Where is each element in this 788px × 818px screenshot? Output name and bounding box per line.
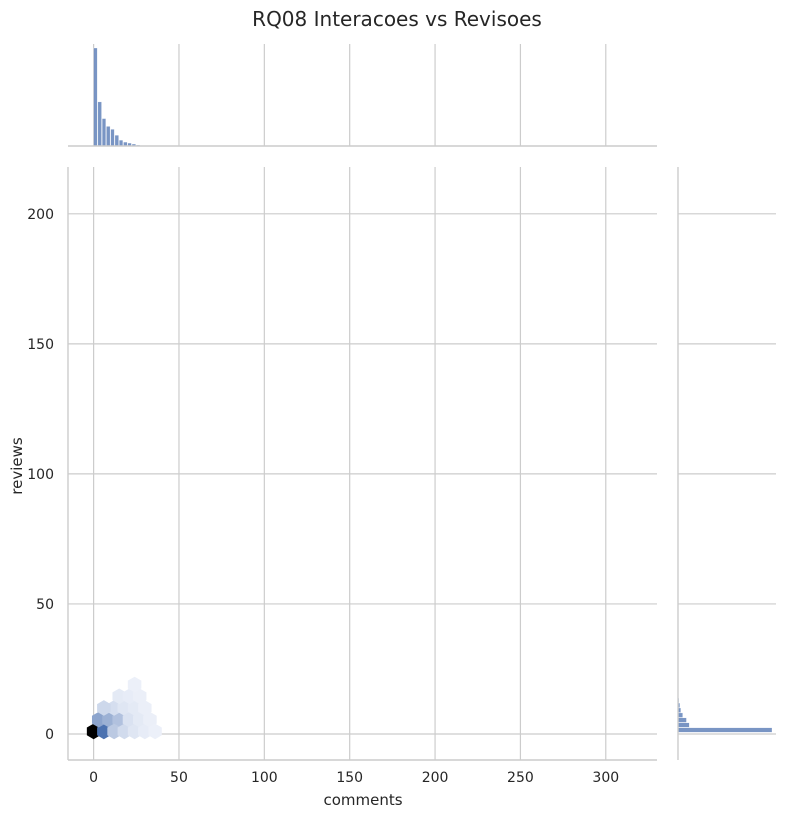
hexbin-cell [132,688,147,705]
hexbin-cell [102,711,116,728]
top-marginal-bars [93,47,145,147]
y-tick-labels: 0 50 100 150 200 [27,207,54,743]
right-marginal-histogram [677,167,776,760]
x-axis-label: comments [323,791,402,809]
hexbin-cell [148,723,162,740]
hexbin-cell [138,700,152,716]
x-tick-label: 100 [251,770,278,786]
hexbin-cell [138,723,152,740]
right-marginal-grid [678,213,776,735]
top-marginal-grid [93,44,607,146]
hexbin-cell [127,723,142,740]
y-tick-label: 200 [27,207,54,223]
hexbin-cell [86,723,101,740]
hexbin-cell [112,711,126,728]
main-grid [68,167,657,760]
hexbin-cell [107,700,121,716]
hexbin-cell [97,700,111,716]
hexbin-cell [112,688,126,705]
top-marginal-histogram [68,44,657,147]
right-marginal-bar [677,722,690,728]
x-tick-label: 150 [336,770,363,786]
top-marginal-bar [101,118,106,147]
chart-title: RQ08 Interacoes vs Revisoes [252,7,542,31]
y-tick-label: 0 [45,727,54,743]
hexbin-cell [91,711,106,728]
hexbin-cell [132,711,147,728]
hexbin-cell [107,723,121,740]
hexbin-cell [122,711,137,728]
x-tick-label: 200 [422,770,449,786]
hexbin-cells [86,676,162,740]
x-tick-label: 0 [89,770,98,786]
hexbin-cell [143,711,157,728]
top-marginal-bar [97,101,102,147]
y-tick-label: 150 [27,337,54,353]
right-marginal-bar [677,727,773,733]
hexbin-cell [117,700,132,716]
right-marginal-bars [677,697,773,733]
top-marginal-bar [93,47,98,147]
x-tick-label: 250 [507,770,534,786]
hexbin-cell [97,723,111,740]
x-tick-label: 50 [170,770,188,786]
top-marginal-bar [114,135,119,147]
x-tick-label: 300 [592,770,619,786]
hexbin-plot: 0 50 100 150 200 250 300 0 50 100 150 200 comments… [8,167,657,809]
top-marginal-bar [119,139,124,147]
y-tick-label: 50 [36,597,54,613]
x-tick-labels: 0 50 100 150 200 250 300 [89,770,619,786]
y-tick-label: 100 [27,467,54,483]
top-marginal-bar [110,129,115,147]
right-marginal-bar [677,717,687,723]
hexbin-cell [122,688,137,705]
top-marginal-bar [106,126,111,147]
y-axis-label: reviews [8,437,26,495]
hexbin-cell [117,723,132,740]
hexbin-cell [127,700,142,716]
right-marginal-bar [677,712,683,718]
hexbin-cell [127,676,142,693]
